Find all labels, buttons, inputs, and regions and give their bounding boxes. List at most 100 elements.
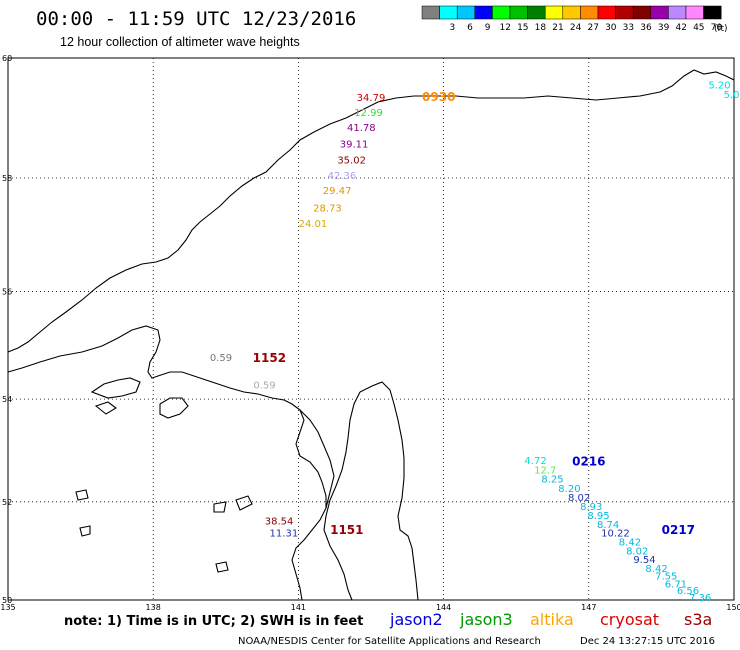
scale-swatch [685, 5, 704, 20]
coastline [7, 69, 735, 601]
swh-value-label: 38.54 [265, 516, 294, 527]
swh-value-label: 12.99 [354, 108, 383, 119]
coastline-shantar [90, 377, 141, 399]
swh-value-label: 0.59 [210, 353, 232, 364]
swh-value-label: 35.02 [337, 155, 366, 166]
swh-value-label: 8.02 [626, 546, 648, 557]
footer-credit: NOAA/NESDIS Center for Satellite Applica… [238, 636, 541, 647]
swh-value-label: 8.25 [541, 475, 563, 486]
swh-value-label: 7.36 [689, 593, 711, 604]
lon-tick-label: 147 [581, 603, 596, 612]
lon-tick-label: 141 [291, 603, 306, 612]
coastline-islet-2 [94, 401, 117, 415]
scale-swatch [668, 5, 687, 20]
coastline-west-bay [7, 325, 327, 508]
map-title: 00:00 - 11:59 UTC 12/23/2016 [36, 8, 356, 30]
scale-swatch [580, 5, 599, 20]
scale-tick-label: 12 [499, 23, 510, 33]
footer-timestamp: Dec 24 13:27:15 UTC 2016 [580, 636, 715, 647]
lon-tick-label: 138 [146, 603, 161, 612]
scale-tick-label: 30 [605, 23, 617, 33]
swh-value-label: 0.59 [253, 381, 275, 392]
scale-swatch [632, 5, 652, 20]
swh-value-label: 10.22 [601, 529, 630, 540]
scale-unit-label: (ft) [714, 24, 728, 34]
swh-value-label: 6.56 [677, 586, 699, 597]
swh-value-label: 41.78 [347, 123, 376, 134]
scale-tick-label: 9 [485, 23, 491, 33]
lat-tick-label: 54 [2, 395, 12, 404]
scale-swatch [615, 5, 634, 20]
swh-value-label: 34.79 [357, 93, 386, 104]
lat-tick-label: 58 [2, 174, 12, 183]
legend-item-jason3: jason3 [459, 610, 513, 629]
scale-swatch [439, 5, 458, 20]
scale-tick-label: 3 [450, 23, 456, 33]
swh-value-label: 6.71 [665, 579, 687, 590]
pass-time-label: 0217 [662, 523, 695, 537]
scale-tick-label: 27 [587, 23, 598, 33]
swh-value-label: 42.36 [328, 171, 357, 182]
scale-swatch [544, 5, 564, 20]
scale-swatch [650, 5, 669, 20]
scale-swatch [492, 5, 511, 20]
scale-tick-label: 36 [640, 23, 652, 33]
scale-tick-label: 24 [570, 23, 582, 33]
wave-height-color-scale: 3 6 9 12 15 18 21 24 27 30 33 36 39 42 45 70 [421, 5, 722, 33]
scale-tick-label: 15 [517, 23, 528, 33]
swh-value-label: 9.54 [633, 555, 655, 566]
swh-value-label: 8.93 [580, 502, 602, 513]
scale-swatch [421, 5, 440, 20]
scale-swatch [509, 5, 528, 20]
lat-tick-label: 52 [2, 498, 12, 507]
swh-value-label: 11.31 [270, 529, 299, 540]
coastline-islet-1 [159, 397, 189, 419]
scale-swatch [456, 5, 476, 20]
swh-value-label: 5.0 [724, 90, 740, 101]
coastline-islands-sw [75, 489, 253, 573]
lat-tick-label: 56 [2, 287, 12, 296]
scale-swatch [597, 5, 616, 20]
scale-tick-label: 18 [535, 23, 547, 33]
legend-item-cryosat: cryosat [600, 610, 659, 629]
swh-value-label: 4.72 [524, 456, 546, 467]
satellite-legend: jason2 jason3 altika cryosat s3a [389, 610, 712, 629]
scale-swatch [474, 5, 493, 20]
legend-item-s3a: s3a [684, 610, 712, 629]
pass-time-label: 0216 [572, 454, 605, 468]
scale-tick-label: 33 [623, 23, 634, 33]
scale-tick-label: 45 [693, 23, 704, 33]
coastline-sakhalin [323, 381, 419, 601]
swh-value-label: 29.47 [323, 186, 352, 197]
scale-swatch [527, 5, 546, 20]
lon-tick-label: 144 [436, 603, 451, 612]
legend-item-jason2: jason2 [389, 610, 443, 629]
coastline-north [7, 69, 735, 353]
swh-value-label: 8.42 [645, 564, 667, 575]
lat-tick-label: 50 [2, 596, 12, 605]
legend-item-altika: altika [530, 610, 574, 629]
swh-value-label: 8.95 [587, 511, 609, 522]
scale-swatch [703, 5, 722, 20]
scale-tick-label: 39 [658, 23, 670, 33]
swh-value-label: 8.74 [597, 520, 619, 531]
lon-tick-label: 150 [726, 603, 740, 612]
pass-time-labels: 0930 1152 1151 0216 0217 [253, 90, 695, 537]
swh-value-label: 8.02 [568, 493, 590, 504]
pass-time-label: 1151 [330, 523, 363, 537]
lon-tick-label: 135 [0, 603, 15, 612]
swh-value-label: 5.20 [708, 81, 730, 92]
scale-tick-label: 42 [675, 23, 686, 33]
swh-value-label: 24.01 [299, 219, 328, 230]
map-subtitle: 12 hour collection of altimeter wave hei… [60, 35, 300, 49]
swh-value-label: 39.11 [340, 139, 369, 150]
swh-value-label: 8.20 [558, 484, 580, 495]
pass-time-label: 1152 [253, 351, 286, 365]
swh-value-label: 8.42 [619, 538, 641, 549]
scale-swatch [562, 5, 581, 20]
scale-tick-label: 6 [467, 23, 473, 33]
observation-labels: 34.79 12.99 41.78 39.11 35.02 42.36 29.47 28.73… [210, 81, 740, 604]
